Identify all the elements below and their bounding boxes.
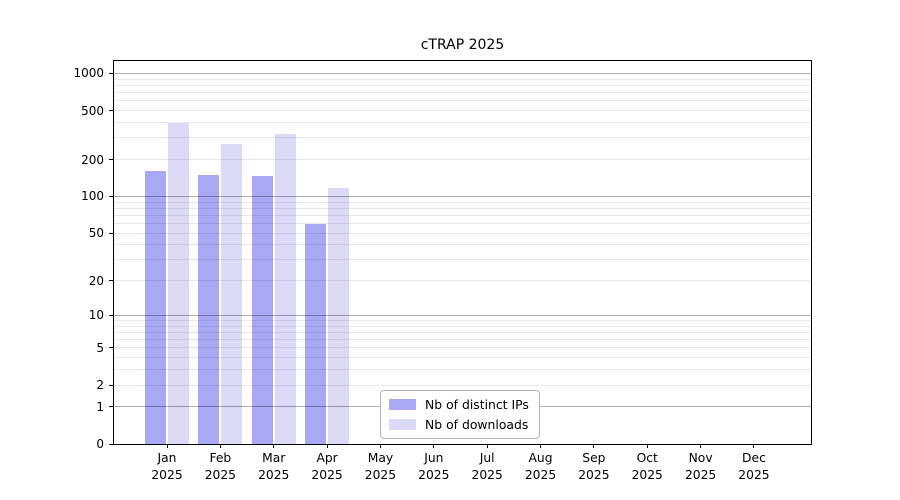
gridline-minor-4 xyxy=(114,357,811,359)
x-tick-may-2025 xyxy=(379,444,381,448)
x-tick-oct-2025 xyxy=(646,444,648,448)
y-tick-label-1000: 1000 xyxy=(73,66,104,81)
x-tick-jan-2025 xyxy=(166,444,168,448)
bar-downloads-apr-2025 xyxy=(328,188,350,444)
y-tick-200 xyxy=(109,159,113,160)
x-tick-label-jul-2025: Jul 2025 xyxy=(471,451,503,482)
y-tick-label-2: 2 xyxy=(96,378,104,393)
gridline-minor-70 xyxy=(114,214,811,216)
gridline-minor-8 xyxy=(114,325,811,327)
x-tick-nov-2025 xyxy=(700,444,702,448)
bar-downloads-mar-2025 xyxy=(274,134,296,444)
gridline-minor-900 xyxy=(114,78,811,80)
gridline-major-10 xyxy=(114,314,811,316)
x-tick-jul-2025 xyxy=(486,444,488,448)
y-tick-label-50: 50 xyxy=(88,226,104,241)
gridline-minor-3 xyxy=(114,369,811,371)
gridline-major-100 xyxy=(114,195,811,197)
x-tick-aug-2025 xyxy=(540,444,542,448)
gridline-minor-200 xyxy=(114,159,811,160)
bar-ips-mar-2025 xyxy=(251,176,273,444)
x-tick-dec-2025 xyxy=(753,444,755,448)
x-tick-sep-2025 xyxy=(593,444,595,448)
gridline-minor-300 xyxy=(114,137,811,139)
gridline-minor-2 xyxy=(114,384,811,386)
legend-item-ips: Nb of distinct IPs xyxy=(389,397,529,412)
gridline-minor-5 xyxy=(114,347,811,349)
x-tick-label-sep-2025: Sep 2025 xyxy=(578,451,610,482)
y-tick-10 xyxy=(109,314,113,316)
gridline-minor-20 xyxy=(114,280,811,282)
legend: Nb of distinct IPs Nb of downloads xyxy=(380,390,540,439)
y-tick-100 xyxy=(109,195,113,197)
y-tick-label-100: 100 xyxy=(81,189,104,204)
legend-swatch-ips xyxy=(389,399,416,410)
x-tick-label-apr-2025: Apr 2025 xyxy=(311,451,343,482)
y-tick-label-1: 1 xyxy=(96,399,104,414)
legend-swatch-downloads xyxy=(389,419,416,430)
gridline-major-1000 xyxy=(114,72,811,74)
gridline-minor-6 xyxy=(114,339,811,341)
y-tick-2 xyxy=(109,384,113,386)
bar-ips-feb-2025 xyxy=(198,174,220,444)
x-tick-label-mar-2025: Mar 2025 xyxy=(258,451,290,482)
gridline-minor-9 xyxy=(114,319,811,321)
x-tick-label-feb-2025: Feb 2025 xyxy=(204,451,236,482)
gridline-minor-30 xyxy=(114,259,811,261)
legend-label-downloads: Nb of downloads xyxy=(425,417,529,432)
gridline-minor-800 xyxy=(114,84,811,86)
gridline-minor-90 xyxy=(114,201,811,203)
gridline-minor-500 xyxy=(114,110,811,112)
bar-downloads-feb-2025 xyxy=(221,143,243,444)
y-tick-label-5: 5 xyxy=(96,340,104,355)
x-tick-label-nov-2025: Nov 2025 xyxy=(684,451,717,482)
gridline-minor-80 xyxy=(114,207,811,209)
gridline-minor-7 xyxy=(114,331,811,333)
y-tick-1000 xyxy=(109,72,113,74)
y-tick-label-0: 0 xyxy=(96,437,104,451)
x-tick-jun-2025 xyxy=(433,444,435,448)
y-tick-500 xyxy=(109,110,113,112)
y-tick-1 xyxy=(109,406,113,408)
bar-ips-jan-2025 xyxy=(145,171,166,444)
y-tick-5 xyxy=(109,347,113,349)
x-tick-mar-2025 xyxy=(273,444,275,448)
x-tick-label-may-2025: May 2025 xyxy=(364,451,397,482)
gridline-minor-600 xyxy=(114,100,811,102)
y-tick-label-20: 20 xyxy=(88,273,104,288)
x-tick-label-dec-2025: Dec 2025 xyxy=(738,451,770,482)
legend-item-downloads: Nb of downloads xyxy=(389,417,529,432)
gridline-minor-40 xyxy=(114,244,811,246)
gridline-minor-60 xyxy=(114,222,811,224)
x-tick-label-oct-2025: Oct 2025 xyxy=(631,451,663,482)
y-tick-label-10: 10 xyxy=(88,308,104,323)
bar-ips-apr-2025 xyxy=(305,224,327,444)
legend-label-ips: Nb of distinct IPs xyxy=(425,397,529,412)
x-tick-label-jan-2025: Jan 2025 xyxy=(151,451,183,482)
y-tick-50 xyxy=(109,232,113,234)
bar-downloads-jan-2025 xyxy=(168,123,189,444)
gridline-minor-700 xyxy=(114,91,811,93)
y-tick-20 xyxy=(109,280,113,282)
y-tick-label-200: 200 xyxy=(81,152,104,167)
chart-title: cTRAP 2025 xyxy=(420,37,505,53)
gridline-minor-400 xyxy=(114,121,811,123)
y-tick-label-500: 500 xyxy=(81,103,104,118)
x-tick-apr-2025 xyxy=(326,444,328,448)
x-tick-label-aug-2025: Aug 2025 xyxy=(524,451,557,482)
y-tick-0 xyxy=(109,443,113,445)
x-tick-label-jun-2025: Jun 2025 xyxy=(418,451,450,482)
x-tick-feb-2025 xyxy=(219,444,221,448)
gridline-minor-50 xyxy=(114,232,811,234)
plot-area: Nb of distinct IPs Nb of downloads 0 1 2 5 1… xyxy=(73,60,812,482)
